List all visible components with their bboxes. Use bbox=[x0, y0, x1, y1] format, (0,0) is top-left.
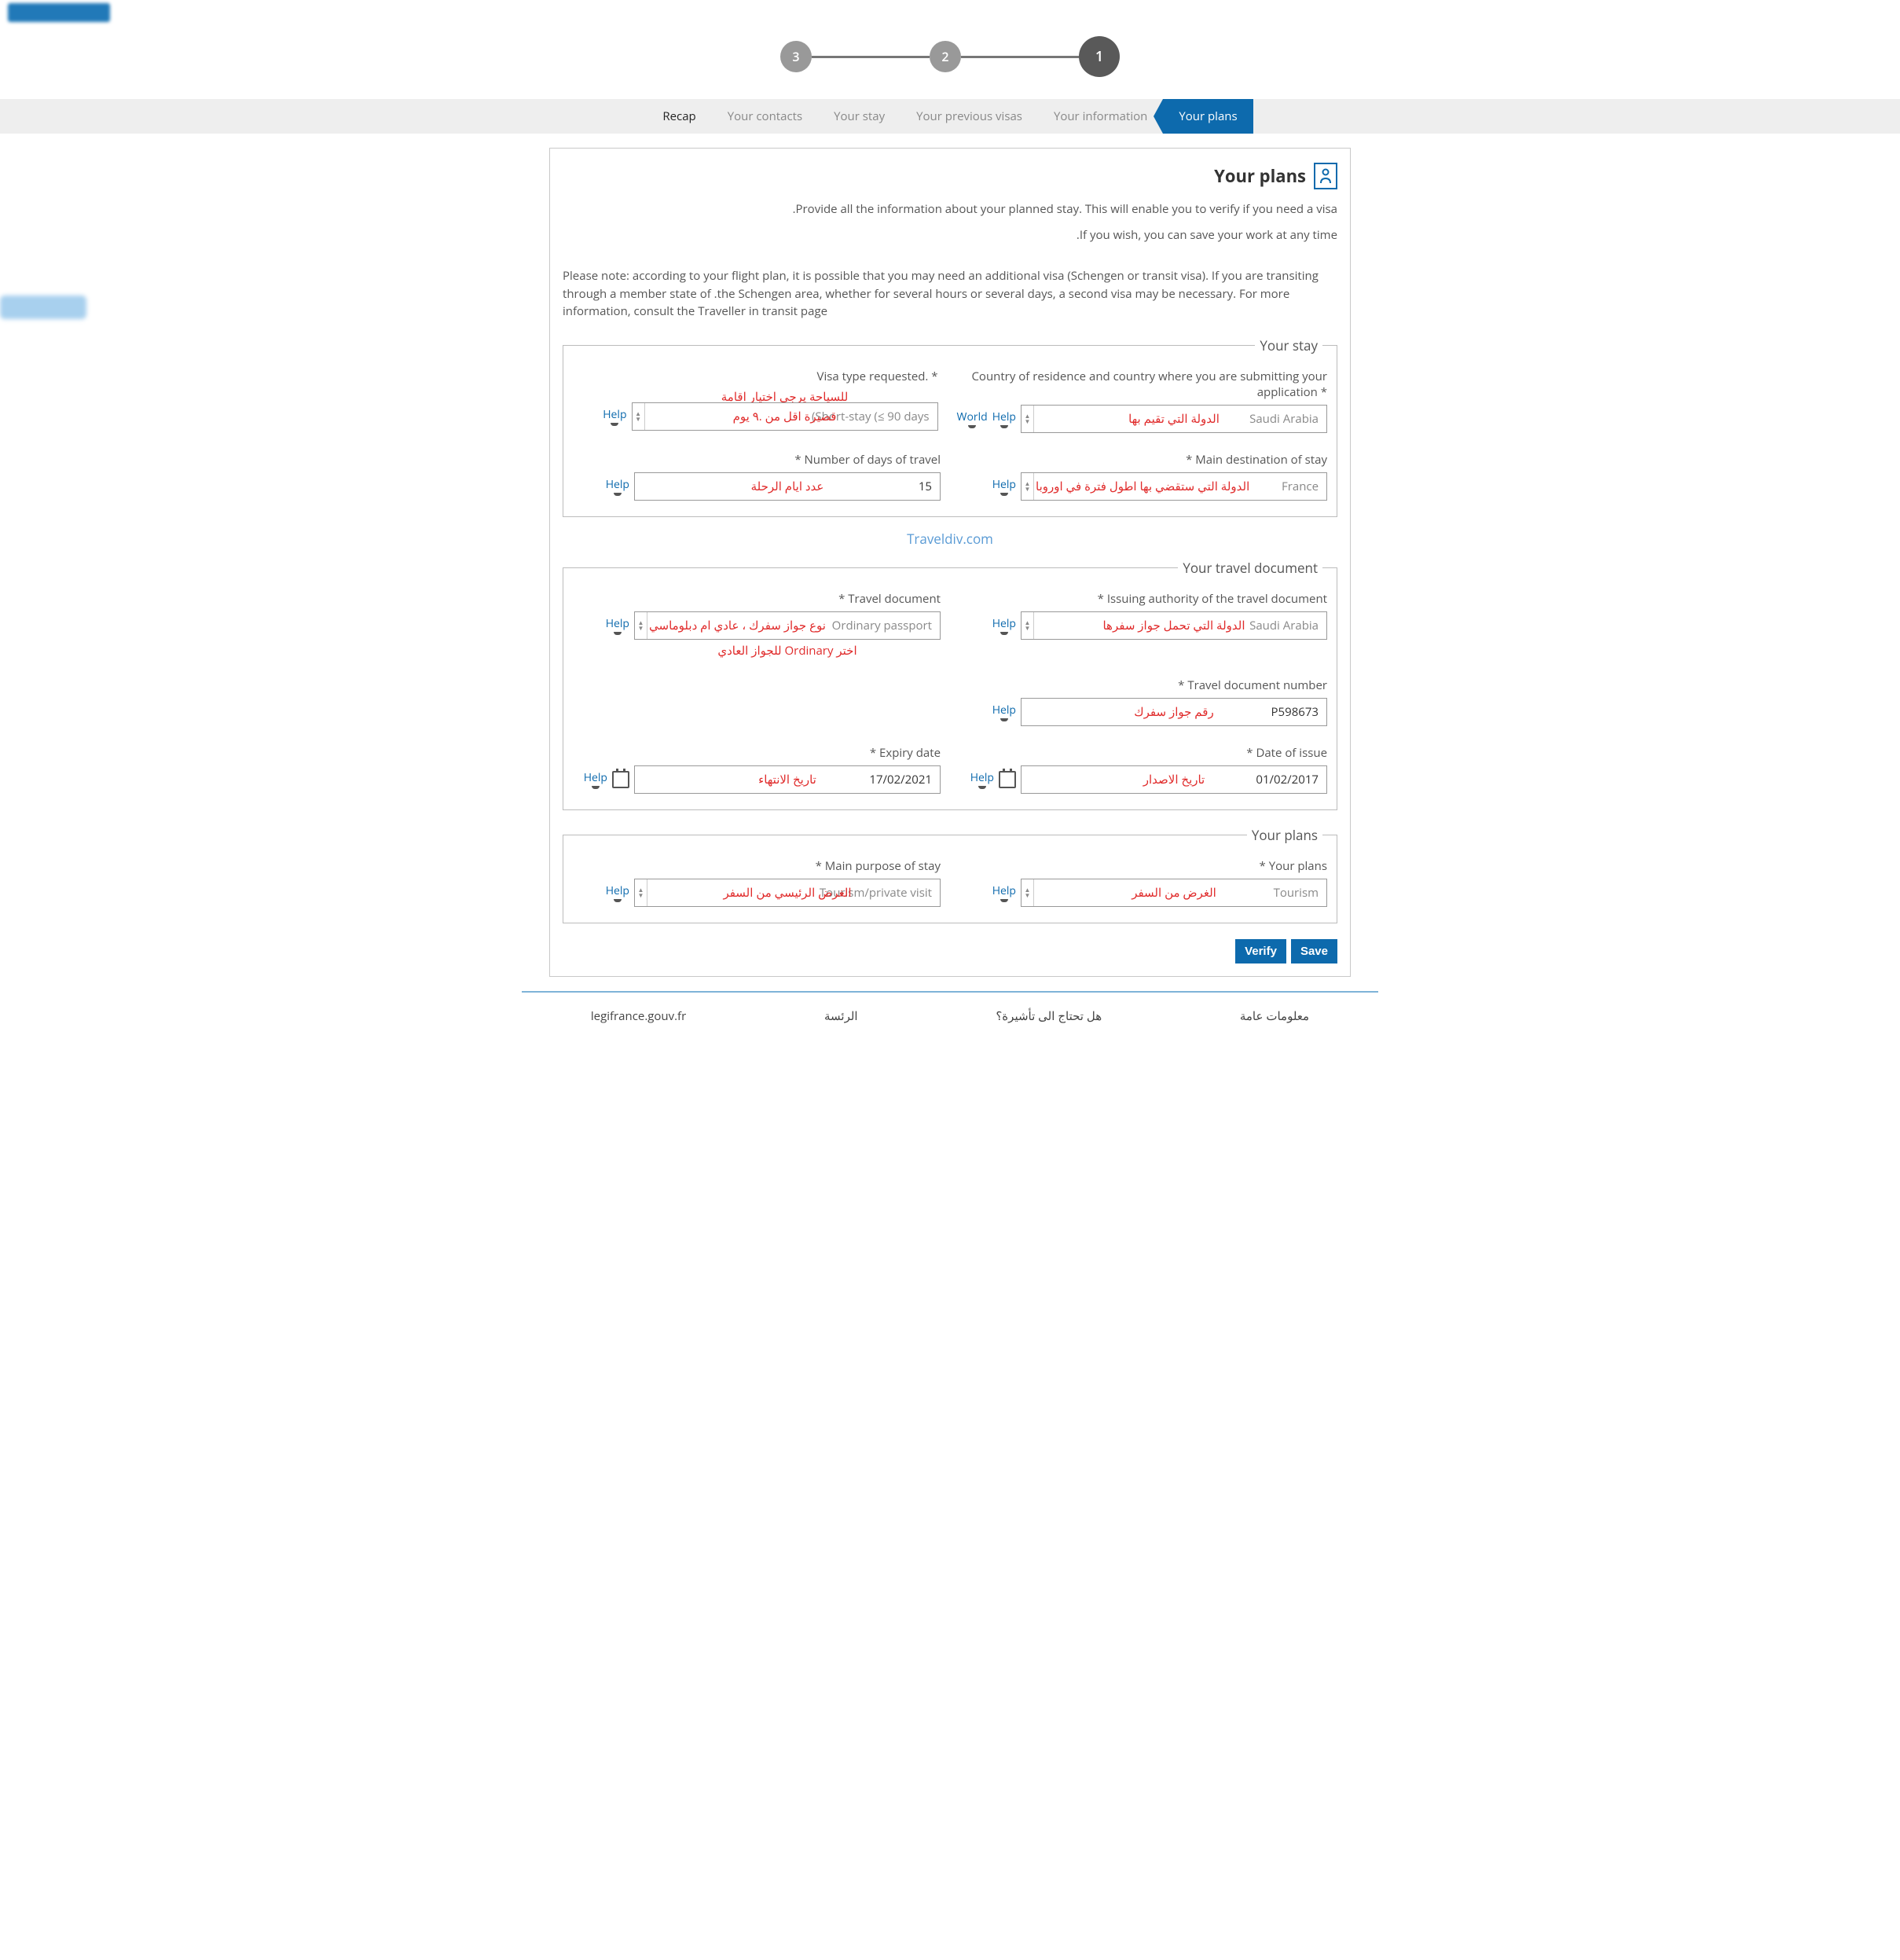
legend-your-plans: Your plans bbox=[1247, 826, 1322, 844]
tabs-bar: Recap Your contacts Your stay Your previ… bbox=[0, 99, 1900, 134]
tab-contacts[interactable]: Your contacts bbox=[712, 99, 818, 134]
select-purpose[interactable]: ▲▼ الغرض الرئيسي من السفر Tourism/privat… bbox=[634, 879, 941, 907]
intro-text-1: .Provide all the information about your … bbox=[563, 200, 1337, 218]
select-arrows-icon: ▲▼ bbox=[633, 403, 645, 430]
verify-button[interactable]: Verify bbox=[1235, 939, 1286, 963]
label-visa-type: Visa type requested. * bbox=[817, 369, 938, 384]
tab-information[interactable]: Your information bbox=[1038, 99, 1163, 134]
select-arrows-icon: ▲▼ bbox=[1022, 473, 1034, 500]
tab-stay[interactable]: Your stay bbox=[818, 99, 900, 134]
select-arrows-icon: ▲▼ bbox=[1022, 612, 1034, 639]
select-visa-type[interactable]: ▲▼ قصيرة اقل من .٩ يوم (Short-stay (≤ 90… bbox=[632, 402, 938, 431]
select-arrows-icon: ▲▼ bbox=[1022, 406, 1034, 432]
form-container: Your plans .Provide all the information … bbox=[549, 148, 1351, 977]
label-authority: * Issuing authority of the travel docume… bbox=[1098, 591, 1327, 607]
label-expiry: * Expiry date bbox=[870, 745, 941, 761]
step-2: 2 bbox=[930, 41, 961, 72]
legend-travel-doc: Your travel document bbox=[1178, 559, 1322, 577]
label-destination: * Main destination of stay bbox=[1186, 452, 1327, 468]
input-expiry[interactable]: تاريخ الانتهاء 17/02/2021 bbox=[634, 765, 941, 794]
destination-value: France bbox=[1282, 479, 1319, 494]
footer-link-legifrance[interactable]: legifrance.gouv.fr bbox=[591, 1008, 686, 1024]
label-issue: * Date of issue bbox=[1246, 745, 1327, 761]
doc-number-value: P598673 bbox=[1271, 704, 1319, 720]
fieldset-your-plans: Your plans * Main purpose of stay Help ▲… bbox=[563, 826, 1337, 923]
note-text: Please note: according to your flight pl… bbox=[563, 267, 1337, 321]
help-link[interactable]: Help bbox=[992, 883, 1016, 902]
fieldset-your-stay: Your stay Visa type requested. * للسياحة… bbox=[563, 336, 1337, 517]
step-line bbox=[961, 56, 1079, 58]
help-link[interactable]: Help bbox=[992, 616, 1016, 635]
side-blur bbox=[0, 295, 86, 319]
help-link[interactable]: Help bbox=[606, 616, 629, 635]
purpose-value: Tourism/private visit bbox=[820, 885, 932, 901]
help-link[interactable]: Help bbox=[992, 409, 1016, 428]
footer-link-home[interactable]: الرئسة bbox=[824, 1008, 858, 1024]
label-days: * Number of days of travel bbox=[794, 452, 941, 468]
label-purpose: * Main purpose of stay bbox=[816, 858, 941, 874]
plans-value: Tourism bbox=[1274, 885, 1319, 901]
footer-link-need-visa[interactable]: هل تحتاج الى تأشيرة؟ bbox=[996, 1008, 1102, 1024]
annot-days: عدد ايام الرحلة bbox=[635, 479, 940, 494]
step-line bbox=[812, 56, 930, 58]
footer-link-info[interactable]: معلومات عامة bbox=[1240, 1008, 1309, 1024]
stepper: 3 2 1 bbox=[0, 22, 1900, 99]
label-country: Country of residence and country where y… bbox=[957, 369, 1327, 400]
legend-your-stay: Your stay bbox=[1255, 336, 1322, 354]
save-button[interactable]: Save bbox=[1291, 939, 1337, 963]
page-header: Your plans bbox=[563, 163, 1337, 189]
input-doc-number[interactable]: رقم جواز سفرك P598673 bbox=[1021, 698, 1327, 726]
footer: legifrance.gouv.fr الرئسة هل تحتاج الى ت… bbox=[522, 991, 1378, 1024]
help-link[interactable]: Help bbox=[970, 770, 994, 789]
intro-text-2: .If you wish, you can save your work at … bbox=[563, 226, 1337, 244]
select-authority[interactable]: ▲▼ الدولة التي تحمل جواز سفرها Saudi Ara… bbox=[1021, 611, 1327, 640]
input-issue[interactable]: تاريخ الاصدار 01/02/2017 bbox=[1021, 765, 1327, 794]
input-days[interactable]: عدد ايام الرحلة 15 bbox=[634, 472, 941, 501]
help-link[interactable]: Help bbox=[584, 770, 607, 789]
top-logo bbox=[8, 3, 110, 22]
authority-value: Saudi Arabia bbox=[1249, 618, 1319, 633]
country-value: Saudi Arabia bbox=[1249, 411, 1319, 427]
select-arrows-icon: ▲▼ bbox=[1022, 879, 1034, 906]
step-1-active: 1 bbox=[1079, 36, 1120, 77]
help-link[interactable]: Help bbox=[606, 883, 629, 902]
visa-type-value: (Short-stay (≤ 90 days bbox=[812, 409, 930, 424]
fieldset-travel-doc: Your travel document * Travel document H… bbox=[563, 559, 1337, 810]
calendar-icon[interactable] bbox=[612, 771, 629, 788]
help-link[interactable]: Help bbox=[992, 703, 1016, 721]
expiry-value: 17/02/2021 bbox=[869, 772, 932, 787]
label-plans: * Your plans bbox=[1260, 858, 1327, 874]
select-arrows-icon: ▲▼ bbox=[635, 612, 647, 639]
tab-previous-visas[interactable]: Your previous visas bbox=[900, 99, 1038, 134]
label-doc-type: * Travel document bbox=[838, 591, 941, 607]
calendar-icon[interactable] bbox=[999, 771, 1016, 788]
doc-type-value: Ordinary passport bbox=[832, 618, 932, 633]
button-row: Verify Save bbox=[563, 939, 1337, 963]
help-link[interactable]: Help bbox=[606, 477, 629, 496]
select-arrows-icon: ▲▼ bbox=[635, 879, 647, 906]
select-plans[interactable]: ▲▼ الغرض من السفر Tourism bbox=[1021, 879, 1327, 907]
select-destination[interactable]: ▲▼ الدولة التي ستقضي بها اطول فترة في او… bbox=[1021, 472, 1327, 501]
help-link[interactable]: Help bbox=[603, 407, 626, 426]
help-link[interactable]: Help bbox=[992, 477, 1016, 496]
issue-value: 01/02/2017 bbox=[1256, 772, 1319, 787]
user-doc-icon bbox=[1314, 163, 1337, 189]
watermark: Traveldiv.com bbox=[563, 530, 1337, 548]
label-doc-number: * Travel document number bbox=[1178, 677, 1327, 693]
select-country[interactable]: ▲▼ الدولة التي تقيم بها Saudi Arabia bbox=[1021, 405, 1327, 433]
step-3: 3 bbox=[780, 41, 812, 72]
world-link[interactable]: World bbox=[957, 409, 988, 428]
annot-doc-type-2: اختر Ordinary للجواز العادي bbox=[634, 643, 941, 659]
days-value: 15 bbox=[919, 479, 932, 494]
page-title: Your plans bbox=[1214, 164, 1306, 188]
select-doc-type[interactable]: ▲▼ نوع جواز سفرك ، عادي ام دبلوماسي Ordi… bbox=[634, 611, 941, 640]
tab-recap[interactable]: Recap bbox=[647, 99, 711, 134]
tab-plans[interactable]: Your plans bbox=[1163, 99, 1253, 134]
